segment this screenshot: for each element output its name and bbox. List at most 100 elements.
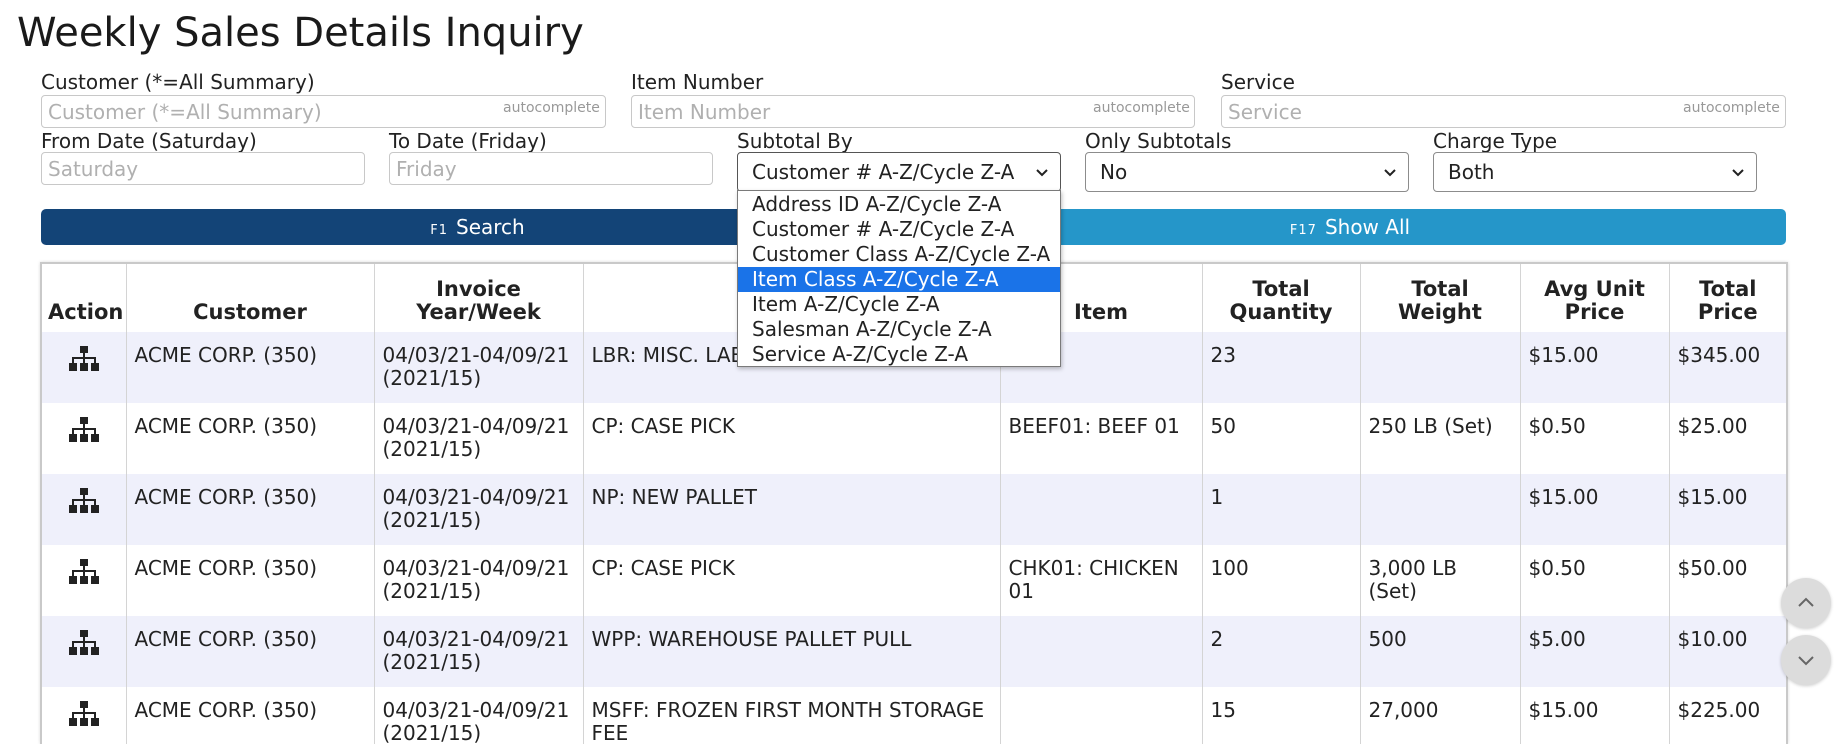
- table-row: ACME CORP. (350) 04/03/21-04/09/21 (2021/1…: [42, 474, 1786, 545]
- cell-invoice-year-week: 04/03/21-04/09/21 (2021/15): [374, 474, 584, 545]
- dropdown-option[interactable]: Item A-Z/Cycle Z-A: [752, 292, 940, 316]
- cell-invoice-year-week: 04/03/21-04/09/21 (2021/15): [374, 545, 584, 616]
- service-label: Service: [1221, 70, 1295, 94]
- cell-invoice-year-week: 04/03/21-04/09/21 (2021/15): [374, 403, 584, 474]
- cell-service: NP: NEW PALLET: [583, 474, 1001, 545]
- cell-item: [1000, 616, 1203, 687]
- cell-total-quantity: 1: [1202, 474, 1361, 545]
- dropdown-option[interactable]: Address ID A-Z/Cycle Z-A: [752, 192, 1002, 216]
- cell-year-week: (2021/15): [382, 437, 482, 461]
- cell-week-range: 04/03/21-04/09/21: [382, 627, 570, 651]
- customer-autocomplete-tag: autocomplete: [503, 100, 600, 116]
- header-avg-unit-price[interactable]: Avg Unit Price: [1520, 264, 1670, 332]
- hierarchy-icon[interactable]: [68, 488, 99, 519]
- cell-total-quantity: 50: [1202, 403, 1361, 474]
- cell-total-price: $25.00: [1669, 403, 1786, 474]
- action-cell[interactable]: [42, 687, 127, 744]
- charge-type-label: Charge Type: [1433, 129, 1558, 153]
- cell-avg-unit-price: $15.00: [1520, 474, 1670, 545]
- cell-week-range: 04/03/21-04/09/21: [382, 556, 570, 580]
- cell-year-week: (2021/15): [382, 366, 482, 390]
- only-subtotals-label: Only Subtotals: [1085, 129, 1232, 153]
- only-subtotals-select[interactable]: No: [1085, 152, 1409, 192]
- cell-customer: ACME CORP. (350): [126, 616, 375, 687]
- cell-service: CP: CASE PICK: [583, 545, 1001, 616]
- hierarchy-icon[interactable]: [68, 417, 99, 448]
- action-cell[interactable]: [42, 332, 127, 403]
- chevron-down-icon: [1732, 169, 1744, 177]
- cell-item: [1000, 474, 1203, 545]
- dropdown-option[interactable]: Customer # A-Z/Cycle Z-A: [752, 217, 1015, 241]
- search-shortcut-key: F1: [430, 223, 449, 238]
- cell-customer: ACME CORP. (350): [126, 687, 375, 744]
- cell-total-price: $15.00: [1669, 474, 1786, 545]
- dropdown-option[interactable]: Salesman A-Z/Cycle Z-A: [752, 317, 992, 341]
- chevron-down-icon: [1384, 169, 1396, 177]
- cell-total-weight: 3,000 LB (Set): [1360, 545, 1521, 616]
- cell-week-range: 04/03/21-04/09/21: [382, 343, 570, 367]
- dropdown-option[interactable]: Service A-Z/Cycle Z-A: [752, 342, 968, 366]
- cell-total-weight: 27,000: [1360, 687, 1521, 744]
- subtotal-by-dropdown-list: Address ID A-Z/Cycle Z-A Customer # A-Z/…: [737, 190, 1061, 367]
- header-total-quantity[interactable]: Total Quantity: [1202, 264, 1361, 332]
- hierarchy-icon[interactable]: [68, 346, 99, 377]
- hierarchy-icon[interactable]: [68, 701, 99, 732]
- cell-year-week: (2021/15): [382, 721, 482, 744]
- search-button-label: Search: [456, 215, 525, 239]
- cell-avg-unit-price: $0.50: [1520, 545, 1670, 616]
- chevron-up-icon: [1798, 597, 1814, 607]
- from-date-input[interactable]: [41, 152, 365, 185]
- to-date-input[interactable]: [389, 152, 713, 185]
- cell-year-week: (2021/15): [382, 579, 482, 603]
- cell-week-range: 04/03/21-04/09/21: [382, 698, 570, 722]
- header-total-price[interactable]: Total Price: [1669, 264, 1786, 332]
- customer-input[interactable]: [41, 95, 606, 128]
- header-invoice-year-week[interactable]: Invoice Year/Week: [374, 264, 584, 332]
- cell-service: CP: CASE PICK: [583, 403, 1001, 474]
- cell-avg-unit-price: $15.00: [1520, 332, 1670, 403]
- dropdown-option[interactable]: Customer Class A-Z/Cycle Z-A: [752, 242, 1051, 266]
- customer-label: Customer (*=All Summary): [41, 70, 315, 94]
- chevron-down-icon: [1798, 656, 1814, 666]
- item-number-label: Item Number: [631, 70, 764, 94]
- cell-service: MSFF: FROZEN FIRST MONTH STORAGE FEE: [583, 687, 1001, 744]
- cell-customer: ACME CORP. (350): [126, 403, 375, 474]
- cell-avg-unit-price: $15.00: [1520, 687, 1670, 744]
- action-cell[interactable]: [42, 474, 127, 545]
- action-cell[interactable]: [42, 403, 127, 474]
- table-row: ACME CORP. (350) 04/03/21-04/09/21 (2021/1…: [42, 403, 1786, 474]
- subtotal-by-select[interactable]: Customer # A-Z/Cycle Z-A: [737, 152, 1061, 192]
- header-customer[interactable]: Customer: [126, 264, 375, 332]
- cell-invoice-year-week: 04/03/21-04/09/21 (2021/15): [374, 332, 584, 403]
- page-title: Weekly Sales Details Inquiry: [17, 10, 584, 56]
- item-number-autocomplete-tag: autocomplete: [1093, 100, 1190, 116]
- results-table: Action Customer Invoice Year/Week Item To…: [42, 264, 1786, 744]
- item-number-input[interactable]: [631, 95, 1195, 128]
- cell-invoice-year-week: 04/03/21-04/09/21 (2021/15): [374, 616, 584, 687]
- scroll-up-button[interactable]: [1781, 578, 1831, 628]
- cell-total-price: $225.00: [1669, 687, 1786, 744]
- header-total-weight[interactable]: Total Weight: [1360, 264, 1521, 332]
- action-cell[interactable]: [42, 545, 127, 616]
- service-input[interactable]: [1221, 95, 1786, 128]
- cell-total-weight: 250 LB (Set): [1360, 403, 1521, 474]
- dropdown-option-highlighted[interactable]: Item Class A-Z/Cycle Z-A: [738, 267, 1060, 292]
- header-action[interactable]: Action: [42, 264, 127, 332]
- cell-year-week: (2021/15): [382, 508, 482, 532]
- cell-total-quantity: 15: [1202, 687, 1361, 744]
- cell-item: [1000, 687, 1203, 744]
- cell-week-range: 04/03/21-04/09/21: [382, 485, 570, 509]
- hierarchy-icon[interactable]: [68, 630, 99, 661]
- cell-service: WPP: WAREHOUSE PALLET PULL: [583, 616, 1001, 687]
- show-all-button-label: Show All: [1324, 215, 1411, 239]
- cell-customer: ACME CORP. (350): [126, 332, 375, 403]
- chevron-down-icon: [1036, 169, 1048, 177]
- subtotal-by-value: Customer # A-Z/Cycle Z-A: [752, 160, 1015, 184]
- cell-item: CHK01: CHICKEN 01: [1000, 545, 1203, 616]
- charge-type-select[interactable]: Both: [1433, 152, 1757, 192]
- cell-total-quantity: 23: [1202, 332, 1361, 403]
- results-table-container: Action Customer Invoice Year/Week Item To…: [40, 262, 1788, 744]
- hierarchy-icon[interactable]: [68, 559, 99, 590]
- scroll-down-button[interactable]: [1781, 635, 1831, 685]
- action-cell[interactable]: [42, 616, 127, 687]
